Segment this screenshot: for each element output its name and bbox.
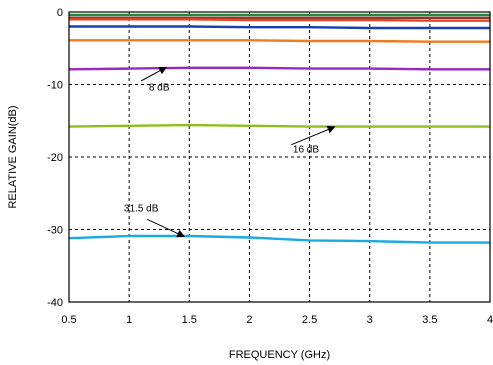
annotation-arrow bbox=[146, 218, 186, 238]
annotation-arrow bbox=[140, 66, 167, 82]
x-axis-label: FREQUENCY (GHz) bbox=[229, 349, 330, 361]
x-tick-label: 0.5 bbox=[61, 314, 76, 326]
series-layer bbox=[68, 13, 490, 244]
x-tick-label: 3 bbox=[367, 314, 373, 326]
annotations: 8 dB 16 dB 31.5 dB bbox=[124, 66, 336, 238]
y-tick-label: -40 bbox=[47, 297, 63, 309]
series-line-4 bbox=[69, 39, 490, 43]
series-line-3 bbox=[69, 25, 490, 30]
y-tick-label: -20 bbox=[47, 152, 63, 164]
annotation-label: 8 dB bbox=[149, 82, 170, 93]
x-tick-label: 3.5 bbox=[422, 314, 437, 326]
x-tick-label: 1.5 bbox=[182, 314, 197, 326]
plot-frame bbox=[68, 11, 491, 303]
x-tick-label: 2.5 bbox=[302, 314, 317, 326]
y-tick-label: -10 bbox=[47, 80, 63, 92]
annotation-label: 16 dB bbox=[293, 145, 319, 156]
x-tick-label: 1 bbox=[126, 314, 132, 326]
series-line-5 bbox=[68, 66, 490, 71]
tick-labels: 0.5 1 1.5 2 2.5 3 3.5 4 0 -10 -20 -30 -40 bbox=[47, 7, 493, 326]
series-line-2 bbox=[69, 18, 490, 22]
y-axis-label: RELATIVE GAIN(dB) bbox=[7, 105, 19, 208]
grid bbox=[69, 12, 490, 302]
x-tick-label: 2 bbox=[246, 314, 252, 326]
annotation-label: 31.5 dB bbox=[124, 203, 159, 214]
series-line-6 bbox=[68, 123, 490, 128]
y-tick-label: -30 bbox=[47, 225, 63, 237]
x-tick-label: 4 bbox=[487, 314, 493, 326]
y-tick-label: 0 bbox=[57, 7, 63, 19]
series-line-7 bbox=[68, 234, 490, 244]
annotation-arrow bbox=[291, 125, 336, 146]
